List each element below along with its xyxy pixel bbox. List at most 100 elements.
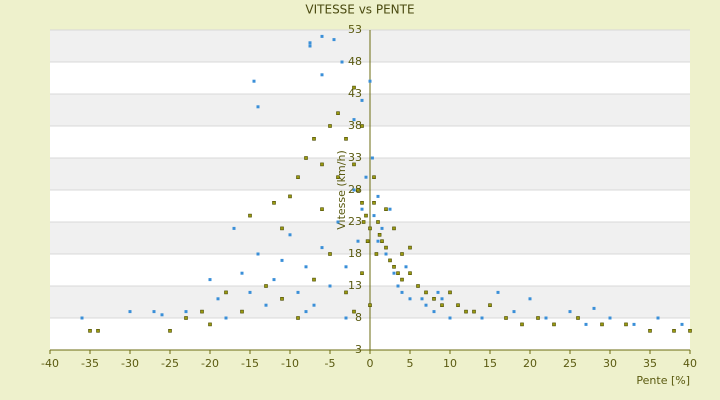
point: [404, 265, 408, 269]
point: [372, 175, 376, 179]
point: [688, 328, 692, 333]
point: [328, 252, 332, 256]
y-tick-label: 43: [348, 87, 362, 100]
point: [344, 137, 348, 141]
x-tick-label: -10: [281, 357, 299, 370]
point: [436, 290, 440, 294]
point: [440, 303, 444, 308]
point: [424, 303, 428, 307]
point: [400, 277, 404, 282]
point: [384, 252, 388, 256]
point: [336, 175, 340, 179]
chart-title: VITESSE vs PENTE: [305, 3, 414, 17]
point: [364, 175, 368, 179]
point: [344, 265, 348, 269]
point: [448, 290, 452, 295]
point: [504, 316, 508, 320]
point: [224, 290, 228, 295]
point: [320, 73, 324, 77]
point: [328, 124, 332, 128]
point: [304, 265, 308, 269]
point: [272, 278, 276, 282]
point: [252, 79, 256, 83]
point: [380, 226, 384, 230]
point: [388, 207, 392, 211]
x-tick-label: -15: [241, 357, 259, 370]
point: [184, 316, 188, 320]
point: [320, 34, 324, 38]
point: [392, 264, 396, 269]
point: [432, 296, 436, 301]
point: [376, 220, 380, 224]
x-tick-label: -35: [81, 357, 99, 370]
point: [408, 297, 412, 301]
point: [364, 213, 368, 218]
point: [680, 322, 684, 326]
point: [520, 322, 524, 327]
point: [608, 316, 612, 320]
point: [308, 41, 312, 45]
point: [496, 290, 500, 294]
point: [384, 207, 388, 211]
point: [372, 201, 376, 205]
point: [632, 322, 636, 326]
point: [96, 328, 100, 333]
point: [312, 277, 316, 282]
x-tick-label: -5: [325, 357, 336, 370]
y-tick-label: 33: [348, 151, 362, 164]
x-tick-label: 25: [563, 357, 577, 370]
point: [372, 214, 376, 218]
point: [128, 310, 132, 314]
point: [432, 310, 436, 314]
point: [340, 60, 344, 64]
point: [576, 316, 580, 320]
point: [384, 245, 388, 250]
point: [368, 226, 372, 231]
point: [408, 271, 412, 276]
x-axis-label: Pente [%]: [636, 374, 690, 387]
point: [584, 322, 588, 326]
point: [380, 239, 384, 243]
point: [312, 137, 316, 141]
point: [344, 316, 348, 320]
point: [356, 239, 360, 243]
point: [280, 226, 284, 231]
point: [536, 316, 540, 320]
point: [424, 290, 428, 295]
point: [568, 310, 572, 314]
point: [360, 124, 364, 128]
point: [312, 303, 316, 307]
point: [376, 194, 380, 198]
x-tick-label: 20: [523, 357, 537, 370]
point: [280, 258, 284, 262]
point: [336, 111, 340, 115]
x-tick-label: 40: [683, 357, 697, 370]
point: [365, 239, 370, 243]
point: [392, 226, 396, 231]
point: [600, 322, 604, 327]
point: [288, 233, 292, 237]
point: [464, 309, 468, 314]
point: [352, 188, 356, 192]
point: [320, 207, 324, 211]
point: [328, 284, 332, 288]
point: [296, 290, 300, 294]
x-tick-label: -40: [41, 357, 59, 370]
point: [240, 271, 244, 275]
point: [648, 328, 652, 333]
point: [208, 322, 212, 327]
point: [352, 118, 356, 122]
y-tick-label: 23: [348, 215, 362, 228]
point: [80, 316, 84, 320]
point: [480, 316, 484, 320]
point: [264, 303, 268, 307]
point: [512, 310, 516, 314]
point: [336, 220, 340, 224]
point: [160, 313, 164, 317]
point: [448, 316, 452, 320]
point: [344, 290, 348, 295]
point: [360, 271, 364, 276]
point: [356, 188, 360, 192]
point: [408, 245, 412, 250]
